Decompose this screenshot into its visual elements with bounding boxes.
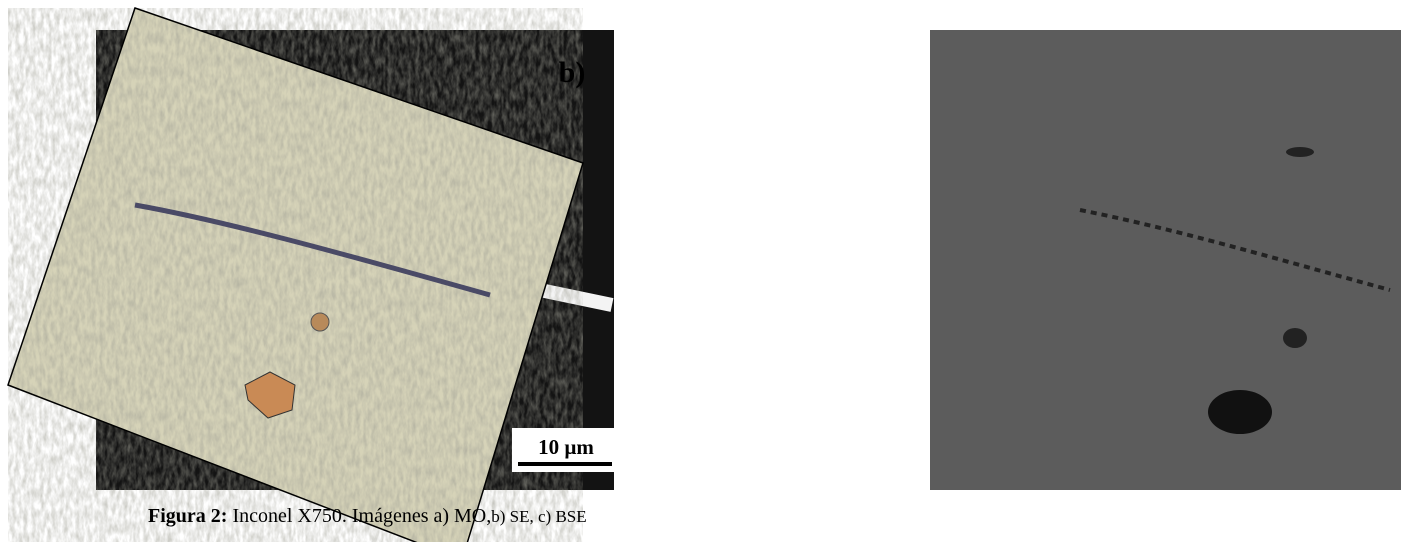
caption: Figura 2: Inconel X750. Imágenes a) MO,b… bbox=[148, 505, 587, 528]
bse-image bbox=[930, 30, 1401, 490]
caption-tail: b) SE, c) BSE bbox=[491, 507, 586, 526]
figure: b) 10 µm bbox=[0, 0, 1404, 542]
page: b) 10 µm Figura 2: Inconel X750. Imágene… bbox=[0, 0, 1404, 542]
panel-label: b) bbox=[559, 56, 586, 89]
caption-label: Figura 2: bbox=[148, 505, 227, 527]
scale-bar-label: 10 µm bbox=[538, 435, 594, 459]
caption-text: Inconel X750. Imágenes a) MO, bbox=[232, 505, 491, 527]
